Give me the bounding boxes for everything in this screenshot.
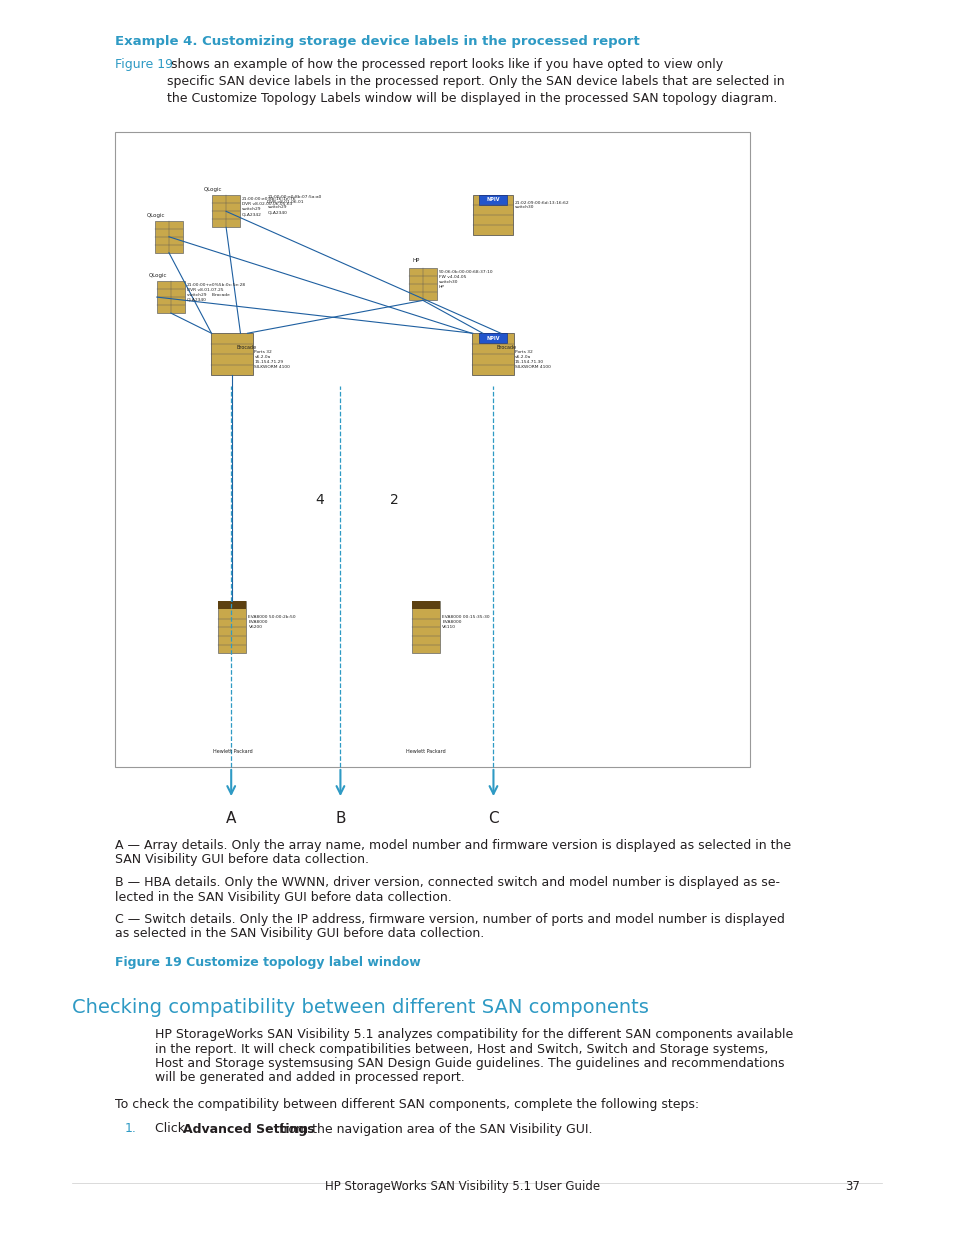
Text: in the report. It will check compatibilities between, Host and Switch, Switch an: in the report. It will check compatibili…	[154, 1042, 767, 1056]
Text: Brocade: Brocade	[497, 346, 517, 351]
Text: Ports 32
v6.2.0a
15.154.71.29
SILKWORM 4100: Ports 32 v6.2.0a 15.154.71.29 SILKWORM 4…	[254, 351, 290, 369]
Text: Checking compatibility between different SAN components: Checking compatibility between different…	[71, 998, 648, 1016]
Text: Click: Click	[154, 1123, 189, 1135]
Text: NPIV: NPIV	[486, 198, 499, 203]
Text: HP StorageWorks SAN Visibility 5.1 User Guide: HP StorageWorks SAN Visibility 5.1 User …	[325, 1179, 599, 1193]
Text: HP: HP	[413, 258, 420, 263]
Text: Advanced Settings: Advanced Settings	[183, 1123, 314, 1135]
Text: QLogic: QLogic	[149, 273, 167, 278]
Bar	[156, 282, 185, 314]
Text: SAN Visibility GUI before data collection.: SAN Visibility GUI before data collectio…	[115, 853, 369, 867]
Bar	[212, 195, 240, 227]
Text: lected in the SAN Visibility GUI before data collection.: lected in the SAN Visibility GUI before …	[115, 890, 452, 904]
Text: from the navigation area of the SAN Visibility GUI.: from the navigation area of the SAN Visi…	[274, 1123, 592, 1135]
Text: Host and Storage systemsusing SAN Design Guide guidelines. The guidelines and re: Host and Storage systemsusing SAN Design…	[154, 1057, 783, 1070]
Text: 4: 4	[314, 493, 323, 508]
Text: will be generated and added in processed report.: will be generated and added in processed…	[154, 1072, 464, 1084]
Bar	[412, 601, 439, 653]
Text: C: C	[488, 811, 498, 826]
Text: EVA8000 50:00:2b:50
EVA8000
V6200: EVA8000 50:00:2b:50 EVA8000 V6200	[248, 615, 295, 629]
Text: A — Array details. Only the array name, model number and firmware version is dis: A — Array details. Only the array name, …	[115, 839, 790, 852]
Text: B: B	[335, 811, 345, 826]
Bar	[412, 601, 439, 609]
Text: A: A	[226, 811, 236, 826]
Text: as selected in the SAN Visibility GUI before data collection.: as selected in the SAN Visibility GUI be…	[115, 927, 484, 941]
Text: 2: 2	[390, 493, 398, 508]
Text: Hewlett Packard: Hewlett Packard	[406, 748, 446, 755]
Bar	[478, 195, 506, 205]
Text: shows an example of how the processed report looks like if you have opted to vie: shows an example of how the processed re…	[167, 58, 783, 105]
Text: HP StorageWorks SAN Visibility 5.1 analyzes compatibility for the different SAN : HP StorageWorks SAN Visibility 5.1 analy…	[154, 1028, 792, 1041]
Bar	[218, 601, 246, 653]
Text: B — HBA details. Only the WWNN, driver version, connected switch and model numbe: B — HBA details. Only the WWNN, driver v…	[115, 876, 780, 889]
Text: 21:02:09:00:6d:13:16:62
switch30: 21:02:09:00:6d:13:16:62 switch30	[515, 200, 569, 210]
Text: Ports 32
v6.2.0a
15.154.71.30
SILKWORM 4100: Ports 32 v6.2.0a 15.154.71.30 SILKWORM 4…	[515, 351, 550, 369]
Bar	[473, 195, 513, 235]
Text: QLogic: QLogic	[204, 188, 222, 193]
Bar	[212, 333, 253, 375]
Text: C — Switch details. Only the IP address, firmware version, number of ports and m: C — Switch details. Only the IP address,…	[115, 913, 784, 926]
Text: Hewlett Packard: Hewlett Packard	[213, 748, 253, 755]
Text: 21:00:00+e0%5b:0c:5e:28
DVR v8.01.07.25
switch29    Brocade
QLA2340: 21:00:00+e0%5b:0c:5e:28 DVR v8.01.07.25 …	[187, 283, 246, 301]
Bar	[154, 221, 183, 253]
Text: Example 4. Customizing storage device labels in the processed report: Example 4. Customizing storage device la…	[115, 35, 639, 48]
Text: EVA8000 00:15:35:30
EVA8000
V6110: EVA8000 00:15:35:30 EVA8000 V6110	[441, 615, 489, 629]
Text: Figure 19 Customize topology label window: Figure 19 Customize topology label windo…	[115, 956, 420, 969]
Text: QLogic: QLogic	[147, 212, 165, 217]
Bar	[478, 333, 506, 343]
Text: Brocade: Brocade	[236, 346, 256, 351]
Text: 21:00:00:e0:8b:16:1e:76
DVR v8.02.00.06.05.63
switch29
QLA2342: 21:00:00:e0:8b:16:1e:76 DVR v8.02.00.06.…	[242, 198, 296, 216]
Text: 1.: 1.	[125, 1123, 136, 1135]
Text: Figure 19: Figure 19	[115, 58, 172, 70]
Text: 50:06:0b:00:00:68:37:10
FW v4.04.05
switch30
HP: 50:06:0b:00:00:68:37:10 FW v4.04.05 swit…	[438, 270, 493, 289]
Text: 21:00:00:e0:8b:07:5a:a0
DVR v8.01.06.01
switch29
QLA2340: 21:00:00:e0:8b:07:5a:a0 DVR v8.01.06.01 …	[267, 195, 321, 214]
Bar	[115, 132, 749, 767]
Bar	[409, 268, 436, 300]
Text: To check the compatibility between different SAN components, complete the follow: To check the compatibility between diffe…	[115, 1098, 699, 1112]
Text: 37: 37	[844, 1179, 859, 1193]
Bar	[218, 601, 246, 609]
Text: NPIV: NPIV	[486, 336, 499, 341]
Bar	[472, 333, 514, 375]
